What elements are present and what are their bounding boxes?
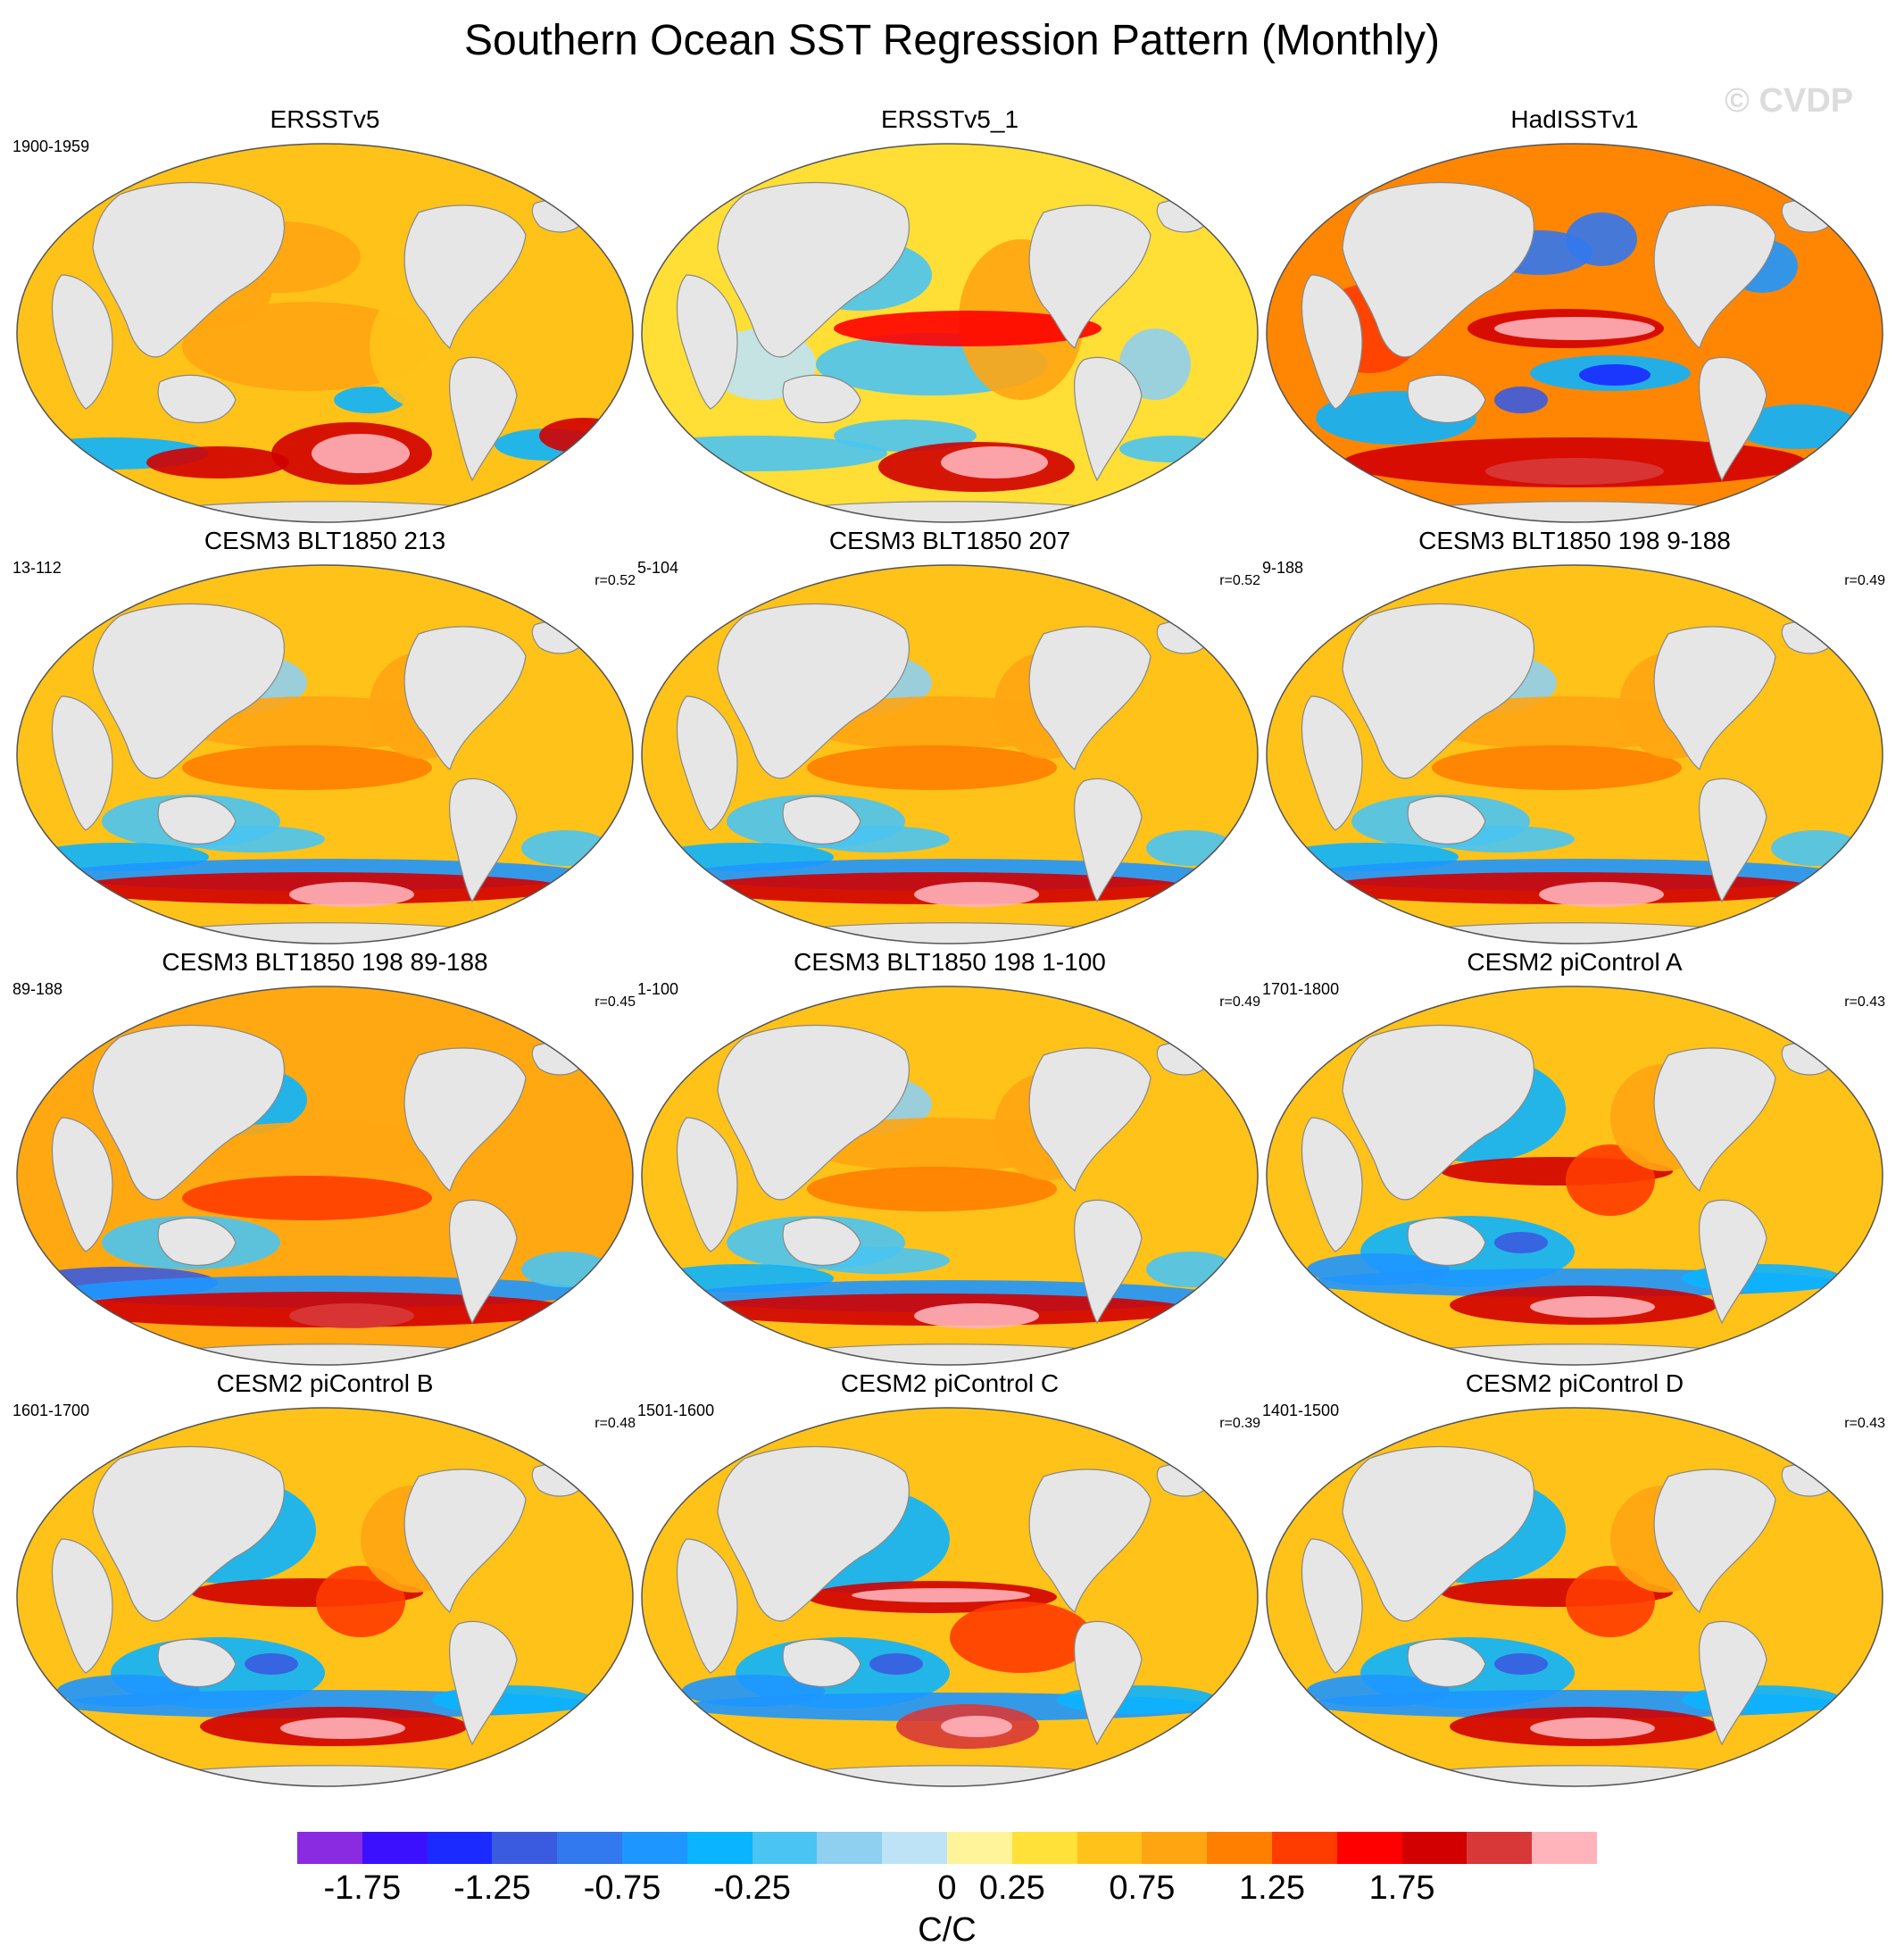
colorbar-tick-label: -0.25 bbox=[713, 1869, 791, 1907]
map-3 bbox=[16, 564, 634, 944]
map-7 bbox=[641, 986, 1259, 1366]
colorbar-swatch bbox=[752, 1832, 818, 1864]
page-title: Southern Ocean SST Regression Pattern (M… bbox=[464, 17, 1440, 64]
map-2 bbox=[1266, 143, 1883, 523]
panel-correlation: r=0.52 bbox=[1219, 573, 1260, 588]
colorbar-swatch bbox=[1077, 1832, 1143, 1864]
colorbar-units: C/C bbox=[918, 1911, 977, 1949]
panel-title: ERSSTv5_1 bbox=[880, 105, 1019, 133]
colorbar-tick-label: -0.75 bbox=[583, 1869, 661, 1907]
panel-period: 1601-1700 bbox=[12, 1402, 90, 1419]
panel-period: 1701-1800 bbox=[1262, 980, 1340, 998]
colorbar-swatch bbox=[1467, 1832, 1533, 1864]
map-6 bbox=[16, 986, 634, 1366]
colorbar-tick-label: 0 bbox=[937, 1869, 957, 1907]
watermark: © CVDP bbox=[1725, 82, 1854, 120]
panel-period: 5-104 bbox=[637, 559, 679, 577]
map-panel: CESM3 BLT1850 198 1-100 1-100 r=0.49 bbox=[637, 948, 1262, 1368]
colorbar-swatch bbox=[1207, 1832, 1273, 1864]
map-panel: ERSSTv5_1 bbox=[637, 105, 1262, 525]
panel-correlation: r=0.43 bbox=[1844, 994, 1885, 1010]
map-panel: CESM2 piControl A 1701-1800 r=0.43 bbox=[1262, 948, 1887, 1368]
panel-title: CESM2 piControl B bbox=[216, 1369, 434, 1397]
colorbar-tick-label: -1.75 bbox=[323, 1869, 402, 1907]
panel-period: 89-188 bbox=[12, 980, 63, 998]
panel-period: 9-188 bbox=[1262, 559, 1304, 577]
colorbar-swatch bbox=[427, 1832, 493, 1864]
colorbar-tick-label: 1.75 bbox=[1368, 1869, 1435, 1907]
panel-title: CESM3 BLT1850 213 bbox=[204, 527, 446, 554]
colorbar-tick-label: 0.25 bbox=[978, 1869, 1045, 1907]
map-1 bbox=[641, 143, 1259, 523]
map-panel: HadISSTv1 bbox=[1262, 105, 1887, 525]
colorbar-swatch bbox=[557, 1832, 623, 1864]
colorbar-swatch bbox=[297, 1832, 363, 1864]
colorbar bbox=[297, 1832, 1598, 1864]
panel-correlation: r=0.43 bbox=[1844, 1416, 1885, 1431]
map-panel: CESM2 piControl D 1401-1500 r=0.43 bbox=[1262, 1369, 1887, 1789]
map-panel: CESM3 BLT1850 213 13-112 r=0.52 bbox=[12, 527, 637, 946]
map-panel: ERSSTv5 1900-1959 bbox=[12, 105, 637, 525]
panel-period: 1501-1600 bbox=[637, 1402, 715, 1419]
colorbar-swatch bbox=[1272, 1832, 1338, 1864]
colorbar-tick-label: 1.25 bbox=[1239, 1869, 1305, 1907]
panel-title: ERSSTv5 bbox=[270, 105, 380, 133]
panel-correlation: r=0.48 bbox=[594, 1416, 636, 1431]
panel-period: 1401-1500 bbox=[1262, 1402, 1340, 1419]
colorbar-swatch bbox=[817, 1832, 883, 1864]
panel-period: 13-112 bbox=[12, 559, 62, 577]
colorbar-swatch bbox=[1336, 1832, 1403, 1864]
colorbar-tick-label: 0.75 bbox=[1109, 1869, 1176, 1907]
map-panel: CESM2 piControl B 1601-1700 r=0.48 bbox=[12, 1369, 637, 1789]
colorbar-swatch bbox=[622, 1832, 688, 1864]
colorbar-swatch bbox=[1142, 1832, 1208, 1864]
panel-title: CESM2 piControl A bbox=[1467, 948, 1683, 976]
map-10 bbox=[641, 1407, 1259, 1787]
panel-title: CESM3 BLT1850 198 9-188 bbox=[1418, 527, 1731, 554]
map-panel: CESM3 BLT1850 207 5-104 r=0.52 bbox=[637, 527, 1262, 946]
colorbar-swatch bbox=[1401, 1832, 1467, 1864]
map-panel: CESM2 piControl C 1501-1600 r=0.39 bbox=[637, 1369, 1262, 1789]
map-0 bbox=[16, 143, 634, 523]
map-panel: CESM3 BLT1850 198 89-188 89-188 r=0.45 bbox=[12, 948, 637, 1368]
map-panel: CESM3 BLT1850 198 9-188 9-188 r=0.49 bbox=[1262, 527, 1887, 946]
panel-period: 1-100 bbox=[637, 980, 679, 998]
map-4 bbox=[641, 564, 1259, 944]
panel-title: HadISSTv1 bbox=[1510, 105, 1639, 133]
colorbar-swatch bbox=[492, 1832, 558, 1864]
panel-title: CESM3 BLT1850 207 bbox=[828, 527, 1071, 554]
colorbar-swatch bbox=[947, 1832, 1013, 1864]
map-5 bbox=[1266, 564, 1883, 944]
panel-title: CESM2 piControl D bbox=[1465, 1369, 1684, 1397]
map-11 bbox=[1266, 1407, 1883, 1787]
colorbar-swatch bbox=[1011, 1832, 1078, 1864]
panel-correlation: r=0.39 bbox=[1219, 1416, 1260, 1431]
colorbar-swatch bbox=[686, 1832, 753, 1864]
panel-title: CESM2 piControl C bbox=[840, 1369, 1060, 1397]
panel-correlation: r=0.45 bbox=[594, 994, 636, 1010]
panel-correlation: r=0.49 bbox=[1219, 994, 1260, 1010]
colorbar-swatch bbox=[362, 1832, 428, 1864]
panel-title: CESM3 BLT1850 198 89-188 bbox=[162, 948, 488, 976]
map-8 bbox=[1266, 986, 1883, 1366]
panel-correlation: r=0.52 bbox=[594, 573, 636, 588]
panel-period: 1900-1959 bbox=[12, 137, 90, 155]
map-9 bbox=[16, 1407, 634, 1787]
panel-title: CESM3 BLT1850 198 1-100 bbox=[794, 948, 1106, 976]
colorbar-swatch bbox=[882, 1832, 948, 1864]
colorbar-swatch bbox=[1532, 1832, 1598, 1864]
panel-correlation: r=0.49 bbox=[1844, 573, 1885, 588]
colorbar-tick-label: -1.25 bbox=[453, 1869, 531, 1907]
